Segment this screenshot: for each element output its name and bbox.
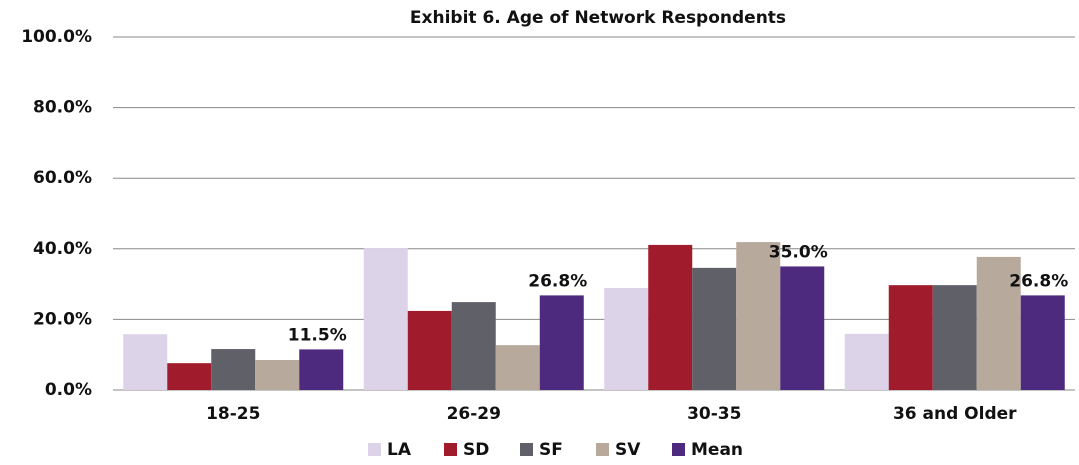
bar bbox=[123, 334, 168, 390]
x-tick-label: 30-35 bbox=[687, 404, 741, 424]
data-label: 26.8% bbox=[528, 271, 587, 291]
bar bbox=[648, 244, 693, 390]
bar bbox=[363, 248, 408, 390]
bar bbox=[407, 310, 452, 390]
bar bbox=[299, 349, 344, 390]
x-tick-label: 36 and Older bbox=[893, 404, 1017, 424]
bar bbox=[604, 287, 649, 390]
bar bbox=[539, 295, 584, 390]
x-tick-label: 18-25 bbox=[206, 404, 260, 424]
bar bbox=[1020, 295, 1065, 390]
chart-title: Exhibit 6. Age of Network Respondents bbox=[410, 8, 786, 28]
y-tick-label: 100.0% bbox=[21, 27, 92, 47]
y-tick-label: 60.0% bbox=[33, 168, 92, 188]
x-tick-label: 26-29 bbox=[447, 404, 501, 424]
bar bbox=[780, 266, 825, 390]
data-label: 26.8% bbox=[1009, 271, 1068, 291]
data-label: 35.0% bbox=[769, 242, 828, 262]
legend-swatch bbox=[368, 443, 381, 456]
bar bbox=[211, 349, 256, 390]
legend-swatch bbox=[596, 443, 609, 456]
bar bbox=[736, 242, 781, 390]
y-tick-label: 0.0% bbox=[45, 380, 92, 400]
legend-swatch bbox=[520, 443, 533, 456]
legend-label: SF bbox=[539, 440, 563, 460]
legend-label: LA bbox=[387, 440, 412, 460]
legend-swatch bbox=[672, 443, 685, 456]
bar bbox=[844, 333, 889, 390]
bar bbox=[692, 267, 737, 390]
bar bbox=[932, 285, 977, 390]
y-tick-label: 80.0% bbox=[33, 98, 92, 118]
bar bbox=[495, 345, 540, 390]
legend-swatch bbox=[444, 443, 457, 456]
legend-label: SD bbox=[463, 440, 489, 460]
bar bbox=[451, 302, 496, 390]
bar bbox=[888, 285, 933, 390]
data-label: 11.5% bbox=[288, 325, 347, 345]
y-tick-label: 20.0% bbox=[33, 309, 92, 329]
y-tick-label: 40.0% bbox=[33, 239, 92, 259]
legend-label: Mean bbox=[691, 440, 743, 460]
bar bbox=[976, 256, 1021, 390]
bar bbox=[255, 359, 300, 390]
legend-label: SV bbox=[615, 440, 641, 460]
bar bbox=[167, 363, 212, 390]
